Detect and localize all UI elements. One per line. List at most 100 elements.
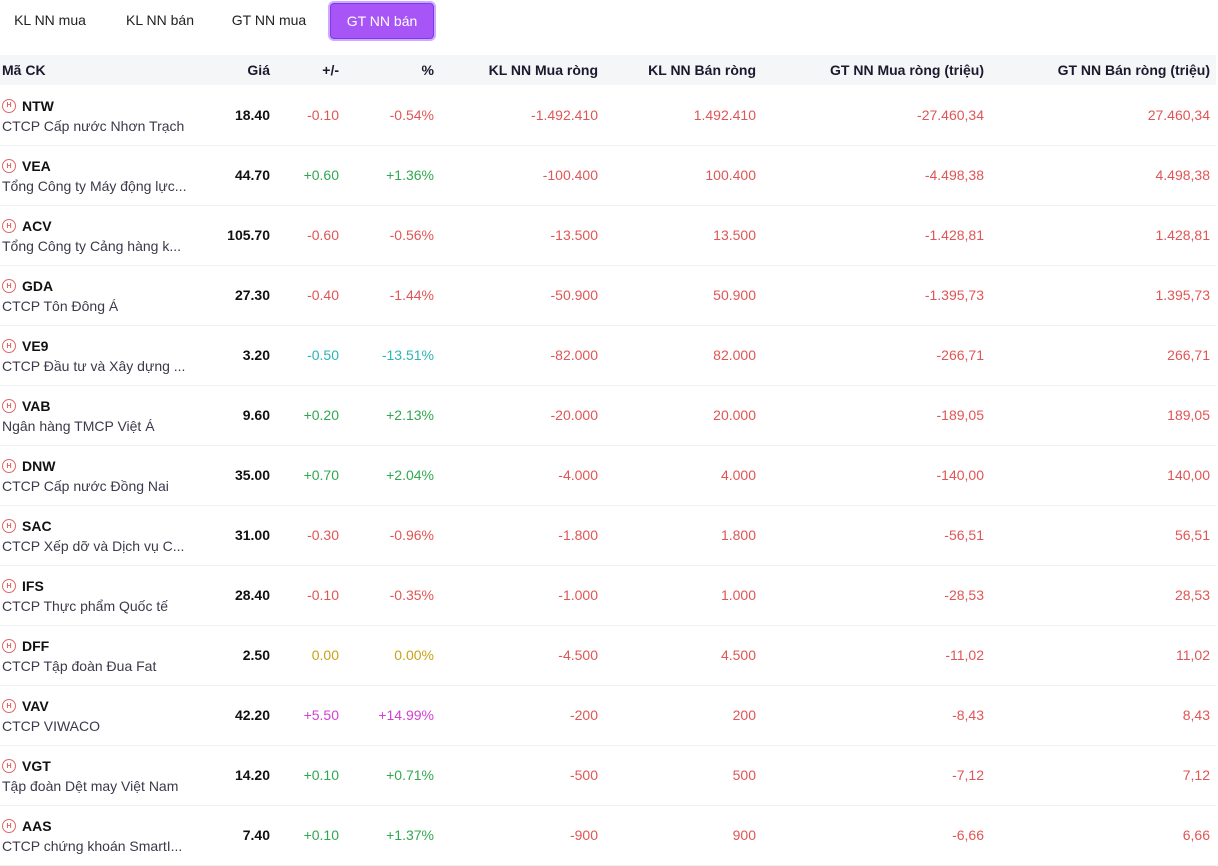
symbol-code[interactable]: VEA xyxy=(22,158,51,174)
symbol-code[interactable]: AAS xyxy=(22,818,52,834)
header-symbol[interactable]: Mã CK xyxy=(2,62,46,78)
kl-sell-value: 4.000 xyxy=(720,467,756,483)
symbol-cell[interactable]: H AAS CTCP chứng khoán SmartI... xyxy=(0,805,200,865)
header-gt-buy[interactable]: GT NN Mua ròng (triệu) xyxy=(830,62,984,78)
gt-sell-value: 28,53 xyxy=(1174,587,1210,603)
change-value: 0.00 xyxy=(311,647,339,663)
exchange-badge-icon: H xyxy=(2,279,16,293)
header-percent[interactable]: % xyxy=(421,62,434,78)
header-gt-sell[interactable]: GT NN Bán ròng (triệu) xyxy=(1057,62,1210,78)
exchange-badge-icon: H xyxy=(2,399,16,413)
table-header-row: Mã CK Giá +/- % KL NN Mua ròng KL NN Bán… xyxy=(0,55,1216,85)
table-row[interactable]: H VAB Ngân hàng TMCP Việt Á 9.60 +0.20 +… xyxy=(0,385,1216,445)
gt-buy-value: -1.395,73 xyxy=(924,287,984,303)
symbol-top: H IFS xyxy=(2,576,194,596)
symbol-cell[interactable]: H DFF CTCP Tập đoàn Đua Fat xyxy=(0,625,200,685)
tab-gt-nn-ban[interactable]: GT NN bán xyxy=(328,1,436,41)
symbol-code[interactable]: DFF xyxy=(22,638,50,654)
table-row[interactable]: H DFF CTCP Tập đoàn Đua Fat 2.50 0.00 0.… xyxy=(0,625,1216,685)
symbol-cell[interactable]: H ACV Tổng Công ty Cảng hàng k... xyxy=(0,205,200,265)
company-name: CTCP Tôn Đông Á xyxy=(2,298,119,314)
kl-buy-value: -50.900 xyxy=(550,287,598,303)
symbol-top: H VEA xyxy=(2,156,194,176)
table-row[interactable]: H DNW CTCP Cấp nước Đồng Nai 35.00 +0.70… xyxy=(0,445,1216,505)
kl-sell-value: 20.000 xyxy=(713,407,756,423)
kl-sell-value: 4.500 xyxy=(720,647,756,663)
symbol-code[interactable]: VE9 xyxy=(22,338,49,354)
symbol-code[interactable]: GDA xyxy=(22,278,54,294)
tab-kl-nn-ban[interactable]: KL NN bán xyxy=(126,12,194,28)
table-row[interactable]: H IFS CTCP Thực phẩm Quốc tế 28.40 -0.10… xyxy=(0,565,1216,625)
percent-value: -13.51% xyxy=(381,347,434,363)
gt-buy-value: -56,51 xyxy=(944,527,984,543)
symbol-cell[interactable]: H SAC CTCP Xếp dỡ và Dịch vụ C... xyxy=(0,505,200,565)
header-change[interactable]: +/- xyxy=(322,62,339,78)
kl-buy-value: -13.500 xyxy=(550,227,598,243)
kl-sell-value: 200 xyxy=(732,707,756,723)
tab-kl-nn-mua[interactable]: KL NN mua xyxy=(14,12,86,28)
gt-buy-value: -7,12 xyxy=(952,767,984,783)
table-row[interactable]: H VE9 CTCP Đầu tư và Xây dựng ... 3.20 -… xyxy=(0,325,1216,385)
kl-sell-value: 1.492.410 xyxy=(693,106,756,123)
symbol-top: H DNW xyxy=(2,456,194,476)
symbol-cell[interactable]: H NTW CTCP Cấp nước Nhơn Trạch xyxy=(0,85,200,145)
symbol-cell[interactable]: H IFS CTCP Thực phẩm Quốc tế xyxy=(0,565,200,625)
table-row[interactable]: H NTW CTCP Cấp nước Nhơn Trạch 18.40 -0.… xyxy=(0,85,1216,145)
table-row[interactable]: H VAV CTCP VIWACO 42.20 +5.50 +14.99% -2… xyxy=(0,685,1216,745)
gt-sell-value: 7,12 xyxy=(1182,767,1210,783)
percent-value: +0.71% xyxy=(386,767,434,783)
symbol-cell[interactable]: H VEA Tổng Công ty Máy động lực... xyxy=(0,145,200,205)
company-name: CTCP Cấp nước Nhơn Trạch xyxy=(2,117,185,134)
exchange-badge-icon: H xyxy=(2,579,16,593)
kl-buy-value: -1.800 xyxy=(558,527,598,543)
kl-buy-value: -1.492.410 xyxy=(531,106,598,123)
gt-sell-value: 1.428,81 xyxy=(1155,227,1211,243)
kl-buy-value: -4.500 xyxy=(558,647,598,663)
symbol-cell[interactable]: H VGT Tập đoàn Dệt may Việt Nam xyxy=(0,745,200,805)
header-kl-buy[interactable]: KL NN Mua ròng xyxy=(488,62,598,78)
symbol-code[interactable]: IFS xyxy=(22,578,44,594)
symbol-top: H VAV xyxy=(2,696,194,716)
kl-buy-value: -100.400 xyxy=(542,167,598,183)
tab-gt-nn-mua[interactable]: GT NN mua xyxy=(231,12,307,28)
table-row[interactable]: H GDA CTCP Tôn Đông Á 27.30 -0.40 -1.44%… xyxy=(0,265,1216,325)
table-row[interactable]: H VEA Tổng Công ty Máy động lực... 44.70… xyxy=(0,145,1216,205)
exchange-badge-icon: H xyxy=(2,819,16,833)
symbol-code[interactable]: VAB xyxy=(22,398,51,414)
symbol-cell[interactable]: H VE9 CTCP Đầu tư và Xây dựng ... xyxy=(0,325,200,385)
exchange-badge-icon: H xyxy=(2,699,16,713)
symbol-code[interactable]: NTW xyxy=(22,97,54,114)
gt-buy-value: -266,71 xyxy=(936,347,984,363)
symbol-cell[interactable]: H DNW CTCP Cấp nước Đồng Nai xyxy=(0,445,200,505)
symbol-code[interactable]: ACV xyxy=(22,218,52,234)
table-row[interactable]: H AAS CTCP chứng khoán SmartI... 7.40 +0… xyxy=(0,805,1216,865)
header-kl-sell[interactable]: KL NN Bán ròng xyxy=(648,62,756,78)
percent-value: +14.99% xyxy=(378,707,434,723)
symbol-cell[interactable]: H GDA CTCP Tôn Đông Á xyxy=(0,265,200,325)
symbol-top: H VAB xyxy=(2,396,194,416)
symbol-top: H ACV xyxy=(2,216,194,236)
symbol-code[interactable]: DNW xyxy=(22,458,56,474)
kl-sell-value: 13.500 xyxy=(713,227,756,243)
table-row[interactable]: H SAC CTCP Xếp dỡ và Dịch vụ C... 31.00 … xyxy=(0,505,1216,565)
symbol-cell[interactable]: H VAB Ngân hàng TMCP Việt Á xyxy=(0,385,200,445)
company-name: CTCP chứng khoán SmartI... xyxy=(2,838,183,854)
company-name: Tổng Công ty Máy động lực... xyxy=(2,178,187,194)
symbol-top: H AAS xyxy=(2,816,194,836)
kl-sell-value: 1.000 xyxy=(720,587,756,603)
change-value: -0.60 xyxy=(307,227,339,243)
gt-sell-value: 140,00 xyxy=(1167,467,1210,483)
gt-buy-value: -140,00 xyxy=(936,467,984,483)
table-row[interactable]: H VGT Tập đoàn Dệt may Việt Nam 14.20 +0… xyxy=(0,745,1216,805)
table-row[interactable]: H ACV Tổng Công ty Cảng hàng k... 105.70… xyxy=(0,205,1216,265)
gt-sell-value: 27.460,34 xyxy=(1147,106,1210,123)
symbol-code[interactable]: SAC xyxy=(22,518,52,534)
symbol-code[interactable]: VAV xyxy=(22,698,49,714)
header-price[interactable]: Giá xyxy=(247,62,270,78)
change-value: -0.30 xyxy=(307,527,339,543)
symbol-code[interactable]: VGT xyxy=(22,758,51,774)
percent-value: -0.35% xyxy=(389,587,434,603)
gt-buy-value: -8,43 xyxy=(952,707,984,723)
symbol-cell[interactable]: H VAV CTCP VIWACO xyxy=(0,685,200,745)
gt-sell-value: 56,51 xyxy=(1174,527,1210,543)
